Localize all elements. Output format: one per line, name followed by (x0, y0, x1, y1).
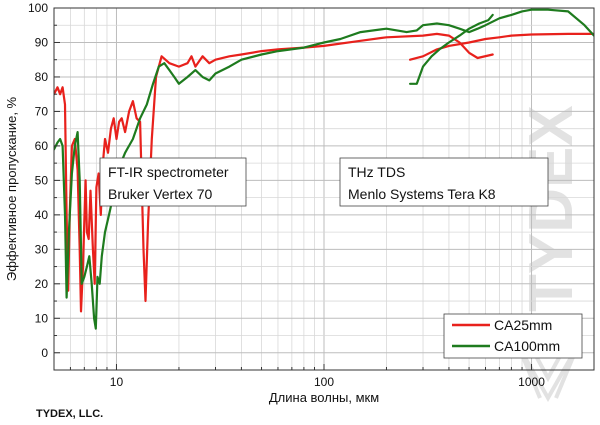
y-tick-label: 30 (35, 242, 49, 256)
annotation-ftir-box (99, 157, 247, 207)
y-tick-label: 50 (35, 173, 49, 187)
x-tick-label: 10 (110, 375, 124, 389)
series-group (54, 8, 594, 330)
y-tick-label: 100 (28, 1, 48, 15)
legend-box (443, 313, 583, 359)
annotation-ftir: FT-IR spectrometer Bruker Vertex 70 (99, 157, 247, 207)
axis-ticks (53, 7, 595, 371)
series-line-ca25mm-seg0 (54, 32, 494, 313)
y-tick-label: 90 (35, 35, 49, 49)
y-tick-label: 40 (35, 208, 49, 222)
annotation-ftir-line2: Bruker Vertex 70 (108, 186, 212, 202)
watermark: TYDEX (516, 105, 586, 403)
series-line-ca100mm-seg0 (54, 8, 594, 330)
legend: CA25mm CA100mm (443, 313, 583, 359)
company-name: TYDEX, LLC. (36, 408, 103, 420)
y-axis-label: Эффективное пропускание, % (4, 96, 19, 281)
y-tick-label: 0 (41, 346, 48, 360)
x-axis-label: Длина волны, мкм (269, 390, 379, 405)
y-tick-label: 70 (35, 104, 49, 118)
watermark-text: TYDEX (517, 105, 586, 312)
legend-label-ca100mm: CA100mm (494, 338, 560, 354)
annotation-thz-line2: Menlo Systems Tera K8 (348, 186, 496, 202)
x-tick-label: 100 (314, 375, 334, 389)
y-tick-label: 80 (35, 70, 49, 84)
legend-label-ca25mm: CA25mm (494, 317, 552, 333)
tick-labels: 10 100 1000 0 10 20 30 40 50 60 70 80 90 100 (28, 1, 545, 389)
y-tick-label: 20 (35, 277, 49, 291)
x-tick-label: 1000 (518, 375, 545, 389)
annotation-thz-line1: THz TDS (348, 164, 405, 180)
annotation-thz-box (339, 157, 549, 207)
y-tick-label: 60 (35, 139, 49, 153)
annotation-thz: THz TDS Menlo Systems Tera K8 (339, 157, 549, 207)
series-line-ca100mm-seg1 (409, 13, 494, 85)
series-line-ca25mm-seg1 (409, 32, 594, 61)
annotation-ftir-line1: FT-IR spectrometer (108, 164, 229, 180)
y-tick-label: 10 (35, 311, 49, 325)
